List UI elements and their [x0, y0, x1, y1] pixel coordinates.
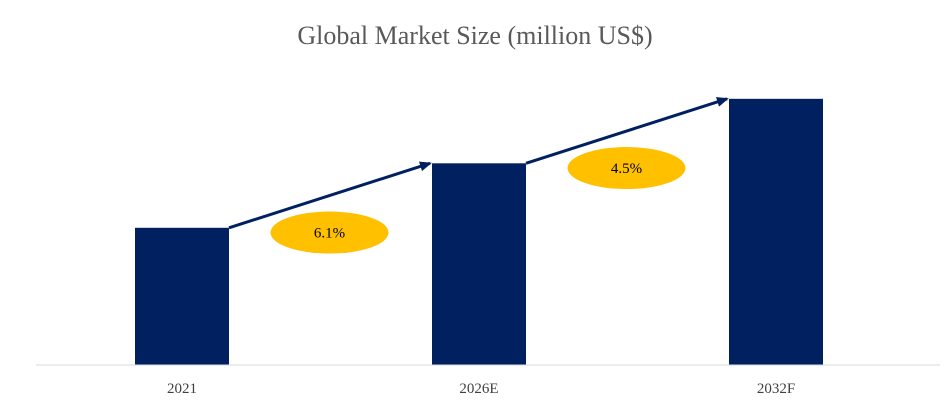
growth-badge	[567, 147, 686, 190]
chart-title: Global Market Size (million US$)	[297, 21, 652, 50]
growth-arrow	[525, 97, 729, 165]
bars-layer	[135, 98, 823, 365]
x-tick-label: 2021	[167, 381, 197, 397]
x-tick-label: 2032F	[757, 381, 795, 397]
growth-rate-label: 4.5%	[611, 161, 642, 177]
bar-2032F	[729, 98, 823, 365]
growth-rate-label: 6.1%	[314, 226, 345, 242]
growth-labels: 6.1% 4.5%	[270, 147, 686, 254]
bar-2026E	[432, 163, 526, 365]
growth-arrow	[228, 161, 432, 230]
x-axis-ticks: 2021 2026E 2032F	[167, 381, 795, 397]
growth-badge	[270, 211, 389, 254]
x-tick-label: 2026E	[459, 381, 498, 397]
growth-arrows	[228, 97, 729, 230]
bar-2021	[135, 227, 229, 365]
